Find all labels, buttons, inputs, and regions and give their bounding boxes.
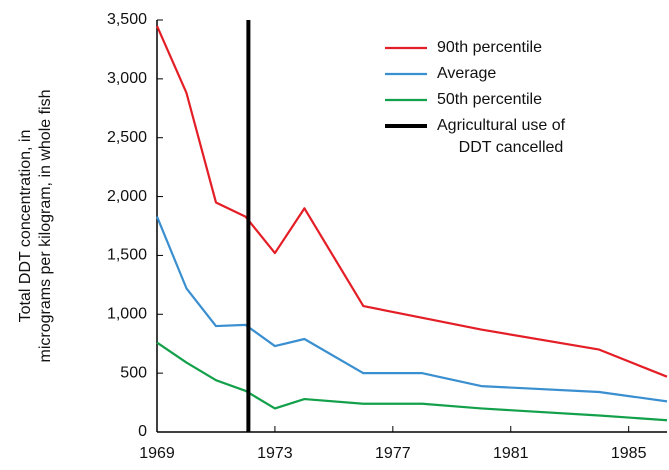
y-tick-label: 2,500 (107, 129, 147, 146)
legend-label: 50th percentile (437, 91, 542, 108)
series-line (155, 216, 668, 403)
legend-label: Average (437, 65, 496, 82)
y-tick-label: 2,000 (107, 188, 147, 205)
y-tick-label: 3,500 (107, 11, 147, 28)
y-tick-label: 1,000 (107, 306, 147, 323)
y-tick-label: 500 (120, 364, 147, 381)
x-tick-label: 1977 (375, 445, 411, 462)
y-tick-label: 1,500 (107, 247, 147, 264)
legend-label: DDT cancelled (459, 139, 564, 156)
y-tick-label: 3,000 (107, 70, 147, 87)
legend-label: Agricultural use of (437, 117, 566, 134)
y-axis-label: Total DDT concentration, in (17, 130, 34, 323)
y-tick-label: 0 (138, 423, 147, 440)
x-tick-label: 1969 (139, 445, 175, 462)
x-tick-label: 1981 (493, 445, 529, 462)
series-line (155, 25, 668, 378)
series-line (156, 341, 668, 422)
legend-label: 90th percentile (437, 39, 542, 56)
x-tick-label: 1985 (611, 445, 647, 462)
y-axis-label: micrograms per kilogram, in whole fish (37, 90, 54, 363)
x-tick-label: 1973 (257, 445, 293, 462)
